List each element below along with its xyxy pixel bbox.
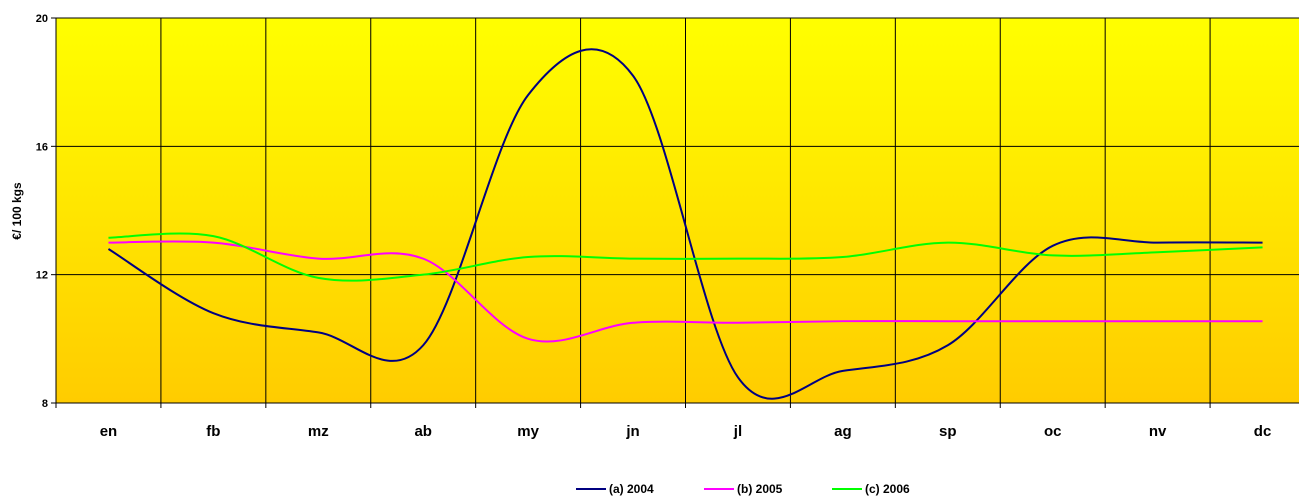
x-tick-label: en bbox=[100, 423, 118, 440]
legend-item-1: (a) 2004 bbox=[576, 482, 654, 496]
plot-area bbox=[56, 18, 1299, 403]
y-tick-label: 20 bbox=[36, 13, 48, 25]
y-tick-label: 12 bbox=[36, 270, 48, 282]
series-line-2 bbox=[108, 240, 1263, 343]
legend-item-2: (b) 2005 bbox=[704, 482, 783, 496]
x-tick-label: my bbox=[517, 423, 539, 440]
x-tick-label: sp bbox=[939, 423, 957, 440]
x-tick-label: ag bbox=[834, 423, 852, 440]
x-tick-label: dc bbox=[1254, 423, 1272, 440]
x-tick-label: nv bbox=[1149, 423, 1167, 440]
x-tick-label: jn bbox=[625, 423, 639, 440]
x-tick-label: fb bbox=[206, 423, 220, 440]
x-tick-label: mz bbox=[308, 423, 329, 440]
legend: (a) 2004 (b) 2005 (c) 2006 bbox=[576, 482, 910, 496]
gridlines bbox=[56, 17, 1299, 404]
x-tick-label: ab bbox=[414, 423, 432, 440]
legend-item-3: (c) 2006 bbox=[832, 482, 910, 496]
series-line-1 bbox=[107, 48, 1263, 400]
y-tick-label: 8 bbox=[42, 398, 48, 410]
y-axis-label: €/ 100 kgs bbox=[10, 182, 24, 240]
y-tick-label: 16 bbox=[36, 141, 48, 153]
legend-label: (b) 2005 bbox=[737, 482, 783, 496]
x-axis: en fb mz ab my jn jl ag sp oc nv dc bbox=[55, 403, 1272, 440]
y-axis: 8 12 16 20 bbox=[36, 13, 56, 410]
x-tick-label: jl bbox=[733, 423, 742, 440]
legend-label: (c) 2006 bbox=[865, 482, 910, 496]
series-line-3 bbox=[108, 232, 1263, 282]
series-lines bbox=[107, 48, 1263, 400]
x-tick-label: oc bbox=[1044, 423, 1062, 440]
legend-label: (a) 2004 bbox=[609, 482, 654, 496]
